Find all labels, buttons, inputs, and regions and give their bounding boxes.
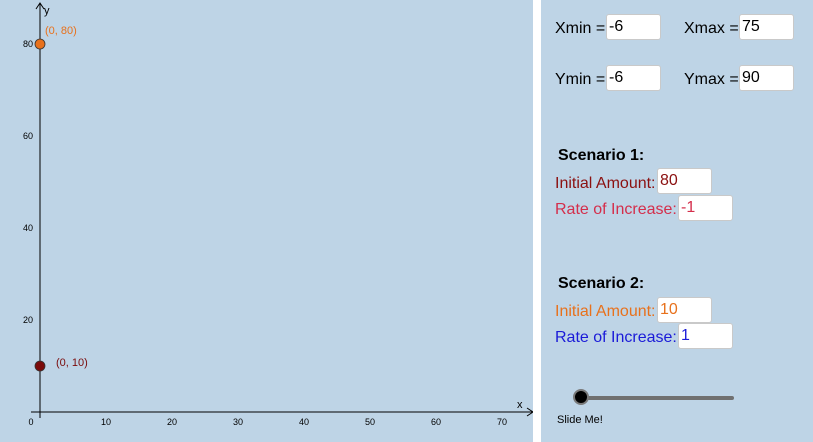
scenario2-rate-label: Rate of Increase: [555, 329, 677, 346]
graph-point-label: (0, 80) [45, 25, 77, 37]
graph-point[interactable] [34, 360, 46, 372]
scenario1-rate-input[interactable] [678, 195, 733, 221]
y-tick-label: 60 [23, 131, 33, 141]
scenario1-rate-label: Rate of Increase: [555, 201, 677, 218]
scenario2-initial-input[interactable] [657, 297, 712, 323]
xmax-label: Xmax = [684, 20, 739, 37]
xmin-label: Xmin = [555, 20, 606, 37]
x-axis-arrow-icon [526, 407, 533, 417]
x-tick-label: 50 [365, 417, 375, 427]
scenario2-initial-label: Initial Amount: [555, 303, 656, 320]
y-axis-label: y [44, 5, 50, 17]
ymax-label: Ymax = [684, 71, 739, 88]
xmax-input[interactable] [739, 14, 794, 40]
scenario2-title: Scenario 2: [558, 275, 645, 292]
y-tick-label: 40 [23, 223, 33, 233]
x-tick-label: 10 [101, 417, 111, 427]
panel-divider [533, 0, 541, 442]
x-axis-label: x [517, 399, 523, 411]
slider-track[interactable] [581, 396, 734, 400]
slider-handle[interactable] [573, 389, 589, 405]
graph-point[interactable] [34, 38, 46, 50]
x-tick-label: 60 [431, 417, 441, 427]
x-tick-label: 40 [299, 417, 309, 427]
y-axis-arrow-icon [35, 2, 45, 10]
x-tick-label: 20 [167, 417, 177, 427]
y-tick-label: 20 [23, 315, 33, 325]
scenario2-rate-input[interactable] [678, 323, 733, 349]
xmin-input[interactable] [606, 14, 661, 40]
ymin-input[interactable] [606, 65, 661, 91]
scenario1-initial-label: Initial Amount: [555, 175, 656, 192]
graph-view[interactable]: x y 0 10 20 30 40 50 60 70 20 40 60 80 (0, 80) (0, … [0, 0, 533, 442]
ymax-input[interactable] [739, 65, 794, 91]
scenario1-title: Scenario 1: [558, 147, 645, 164]
graph-point-label: (0, 10) [56, 357, 88, 369]
ymin-label: Ymin = [555, 71, 606, 88]
scenario1-initial-input[interactable] [657, 168, 712, 194]
coordinate-plane[interactable]: x y 0 10 20 30 40 50 60 70 20 40 60 80 (0, 80) (0, … [0, 0, 533, 442]
x-tick-label: 0 [28, 417, 33, 427]
slider-label: Slide Me! [557, 414, 603, 426]
y-tick-label: 80 [23, 39, 33, 49]
x-tick-label: 70 [497, 417, 507, 427]
x-tick-label: 30 [233, 417, 243, 427]
